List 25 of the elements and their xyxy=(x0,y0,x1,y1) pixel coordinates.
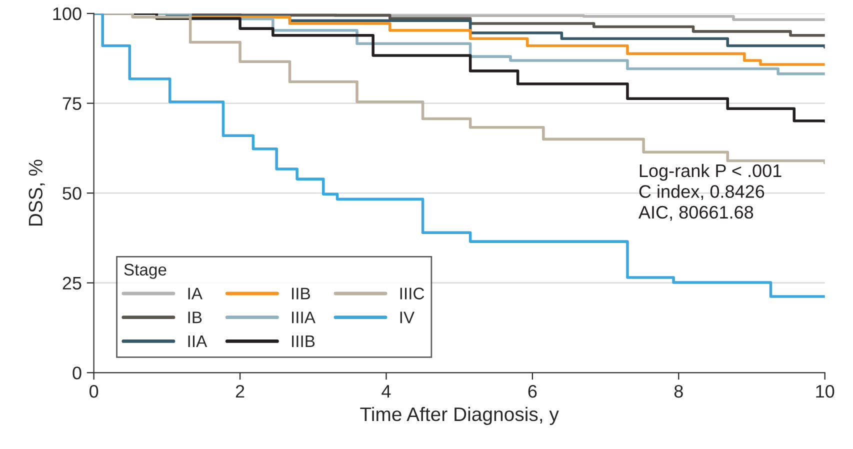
legend-label: IIB xyxy=(292,288,310,300)
x-tick-label: 4 xyxy=(382,385,391,398)
x-tick-label: 10 xyxy=(816,384,834,398)
annotation: Log-rank P < .001 xyxy=(640,164,782,181)
legend-label: IIIB xyxy=(292,336,315,348)
legend-label: IIA xyxy=(188,336,208,348)
y-tick-label: 25 xyxy=(62,276,82,290)
x-tick-label: 8 xyxy=(674,384,683,398)
x-tick-label: 6 xyxy=(528,384,537,398)
legend-label: IV xyxy=(400,312,415,324)
legend-label: IIIA xyxy=(292,312,316,324)
legend-label: IA xyxy=(188,288,202,300)
annotation: AIC, 80661.68 xyxy=(638,206,754,221)
y-tick-label: 50 xyxy=(62,187,82,200)
y-tick-label: 0 xyxy=(72,366,82,380)
x-tick-label: 2 xyxy=(236,384,244,398)
annotation: C index, 0.8426 xyxy=(639,184,764,200)
legend-title: Stage xyxy=(124,264,166,279)
x-axis-title: Time After Diagnosis, y xyxy=(360,406,559,425)
legend-label: IIIC xyxy=(400,288,424,300)
y-tick-label: 75 xyxy=(62,97,82,110)
x-tick-label: 0 xyxy=(90,384,98,398)
y-axis-title: DSS, % xyxy=(28,160,45,226)
y-tick-label: 100 xyxy=(53,7,82,20)
legend-label: IB xyxy=(188,312,202,324)
